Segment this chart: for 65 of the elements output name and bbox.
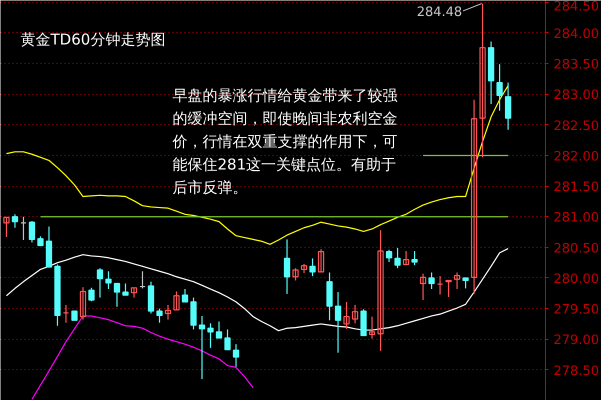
y-tick-label: 281.50 xyxy=(554,180,599,196)
candlestick xyxy=(334,291,342,354)
candlestick xyxy=(207,322,214,348)
candlestick xyxy=(224,328,231,350)
y-tick-label: 284.00 xyxy=(554,26,599,42)
candlestick xyxy=(462,277,469,289)
candlestick xyxy=(62,304,70,324)
candlestick xyxy=(173,290,180,310)
y-tick-label: 280.50 xyxy=(554,241,599,256)
candlestick xyxy=(445,280,452,298)
candlestick xyxy=(411,250,418,266)
candlestick xyxy=(182,288,188,302)
y-tick-label: 281.00 xyxy=(554,210,599,226)
candlestick xyxy=(420,273,426,301)
y-tick-label: 284.50 xyxy=(554,0,599,14)
y-tick-label: 279.00 xyxy=(554,333,599,348)
candlestick xyxy=(139,270,146,289)
candlestick xyxy=(496,64,503,112)
candlestick xyxy=(105,270,112,290)
line-series xyxy=(6,85,509,245)
candlestick xyxy=(3,216,10,238)
candlestick xyxy=(96,268,104,298)
candlestick xyxy=(394,247,401,269)
y-tick-label: 283.50 xyxy=(554,58,599,73)
candlestick xyxy=(504,82,512,130)
candlestick xyxy=(130,287,138,298)
y-tick-label: 283.00 xyxy=(554,88,599,104)
candlestick xyxy=(232,344,240,368)
text: 黄金TD60分钟走势图 xyxy=(20,30,166,48)
candlestick xyxy=(479,2,486,158)
candlestick xyxy=(402,250,410,266)
candlestick xyxy=(12,214,18,228)
candlestick xyxy=(470,99,478,295)
y-tick-label: 279.50 xyxy=(554,302,599,318)
candlestick xyxy=(284,238,290,295)
y-tick-label: 278.50 xyxy=(554,364,599,379)
candlestick xyxy=(292,268,299,282)
candlestick xyxy=(88,287,95,302)
candlestick xyxy=(156,308,163,324)
candlestick xyxy=(190,296,197,330)
candlestick xyxy=(386,249,392,263)
candlestick xyxy=(28,220,36,244)
annotation: 284.48 xyxy=(416,4,462,20)
candlestick xyxy=(216,320,222,339)
candlestick xyxy=(352,304,358,324)
candlestick xyxy=(343,301,350,330)
candlestick xyxy=(454,272,460,290)
candlestick xyxy=(428,272,435,290)
y-tick-label: 282.00 xyxy=(554,149,599,164)
candlestick xyxy=(20,216,27,241)
candlestick xyxy=(114,282,120,308)
y-tick-label: 280.00 xyxy=(554,272,599,287)
candlestick xyxy=(436,276,444,296)
candlestick xyxy=(198,315,206,380)
candlestick xyxy=(164,304,172,320)
y-tick-label: 282.50 xyxy=(554,118,599,134)
candlestick xyxy=(368,316,376,340)
candlestick xyxy=(377,230,384,352)
candlestick xyxy=(300,263,308,274)
candlestick xyxy=(318,248,324,272)
candlestick xyxy=(309,258,316,277)
annotation: 早盘的暴涨行情给黄金带来了较强的缓冲空间，即使晚间非农利空金价，行情在双重支撑的作用下，可能保住281这一关键点位。有助于后市反弹。 xyxy=(172,86,398,196)
line-series xyxy=(31,315,254,400)
candlestick xyxy=(80,286,86,320)
candlestick xyxy=(122,282,129,296)
